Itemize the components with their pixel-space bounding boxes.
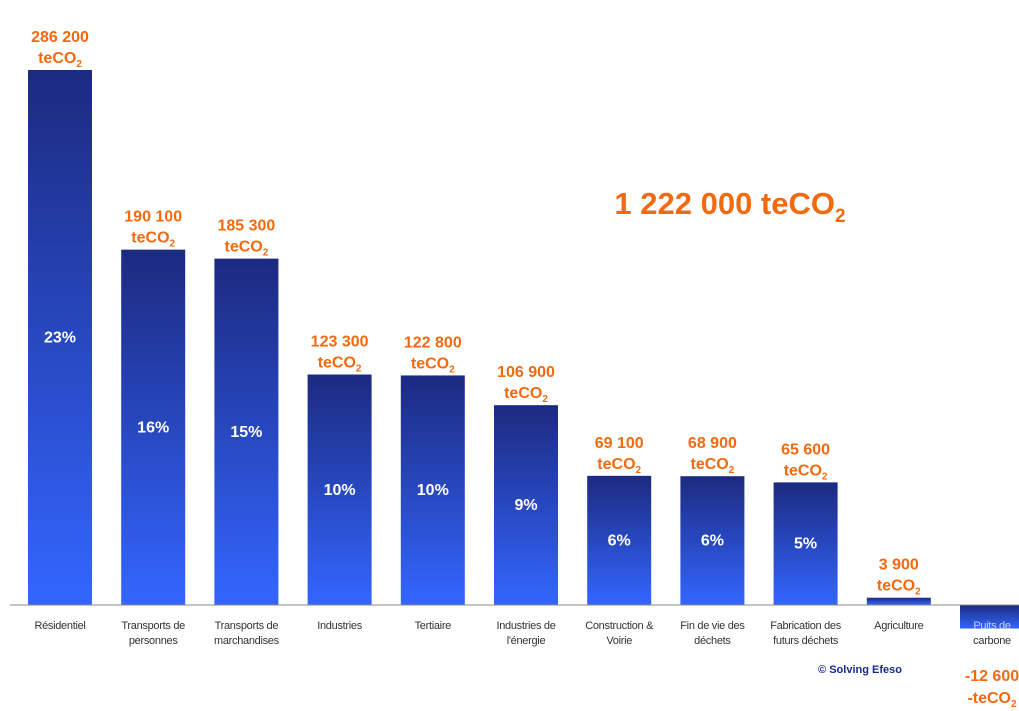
category-label: personnes <box>129 635 178 647</box>
category-label: l'énergie <box>507 635 546 647</box>
category-label: carbone <box>973 635 1011 647</box>
bar-value-label: -12 600 <box>965 668 1019 685</box>
bar-percent-label: 16% <box>137 419 169 436</box>
bar-value-label: 123 300 <box>311 334 369 351</box>
category-label: Agriculture <box>874 620 923 632</box>
bar-value-label: 65 600 <box>781 441 830 458</box>
bar-unit-label: teCO2 <box>504 385 548 405</box>
bar-value-label: 185 300 <box>217 218 275 235</box>
category-label: Industries <box>317 620 362 632</box>
bar-11 <box>960 605 1019 629</box>
bars-layer <box>28 70 1019 629</box>
bar-percent-label: 10% <box>417 482 449 499</box>
bar-unit-label: teCO2 <box>411 355 455 375</box>
credit-text: © Solving Efeso <box>818 664 902 676</box>
category-label: futurs déchets <box>773 635 839 647</box>
bar-unit-label: teCO2 <box>597 456 641 476</box>
category-label: Construction & <box>585 620 654 632</box>
bar-1 <box>28 70 92 605</box>
bar-percent-label: 6% <box>701 533 724 550</box>
labels-layer: 23% 286 200 teCO2 Résidentiel 16% 190 100 teCO… <box>31 29 1019 710</box>
category-label: Industries de <box>496 620 555 632</box>
bar-value-label: 3 900 <box>879 557 919 574</box>
bar-4 <box>307 374 372 605</box>
bar-percent-label: 23% <box>44 330 76 347</box>
bar-unit-label: teCO2 <box>877 578 921 598</box>
bar-3 <box>214 258 279 605</box>
category-label: marchandises <box>214 635 280 647</box>
bar-percent-label: 5% <box>794 536 817 553</box>
category-label: Fin de vie des <box>680 620 745 632</box>
bar-value-label: 122 800 <box>404 334 462 351</box>
bar-value-label: 68 900 <box>688 435 737 452</box>
category-label: Fabrication des <box>770 620 842 632</box>
bar-percent-label: 9% <box>514 497 537 514</box>
category-label: Voirie <box>606 635 632 647</box>
bar-unit-label: teCO2 <box>38 50 82 70</box>
category-label: Tertiaire <box>415 620 452 632</box>
category-label: déchets <box>694 635 731 647</box>
bar-percent-label: 10% <box>324 482 356 499</box>
bar-6 <box>494 405 558 605</box>
bar-10 <box>866 597 931 605</box>
bar-2 <box>121 249 186 606</box>
total-emissions-label: 1 222 000 teCO2 <box>614 186 845 227</box>
bar-8 <box>680 476 745 605</box>
category-label: Puits de <box>973 620 1011 632</box>
bar-value-label: 286 200 <box>31 29 89 46</box>
category-label: Résidentiel <box>34 620 85 632</box>
bar-7 <box>587 475 652 605</box>
bar-unit-label: teCO2 <box>131 230 175 250</box>
bar-unit-label: teCO2 <box>225 239 269 259</box>
bar-9 <box>773 482 838 605</box>
category-label: Transports de <box>121 620 185 632</box>
bar-5 <box>400 375 465 605</box>
bar-unit-label: teCO2 <box>318 355 362 375</box>
bar-unit-label: teCO2 <box>784 462 828 482</box>
bar-value-label: 106 900 <box>497 364 555 381</box>
bar-unit-label: teCO2 <box>691 456 735 476</box>
category-label: Transports de <box>215 620 279 632</box>
bar-value-label: 69 100 <box>595 435 644 452</box>
bar-value-label: 190 100 <box>124 209 182 226</box>
bar-percent-label: 15% <box>230 424 262 441</box>
bar-unit-label: -teCO2 <box>967 690 1017 710</box>
bar-percent-label: 6% <box>608 532 631 549</box>
